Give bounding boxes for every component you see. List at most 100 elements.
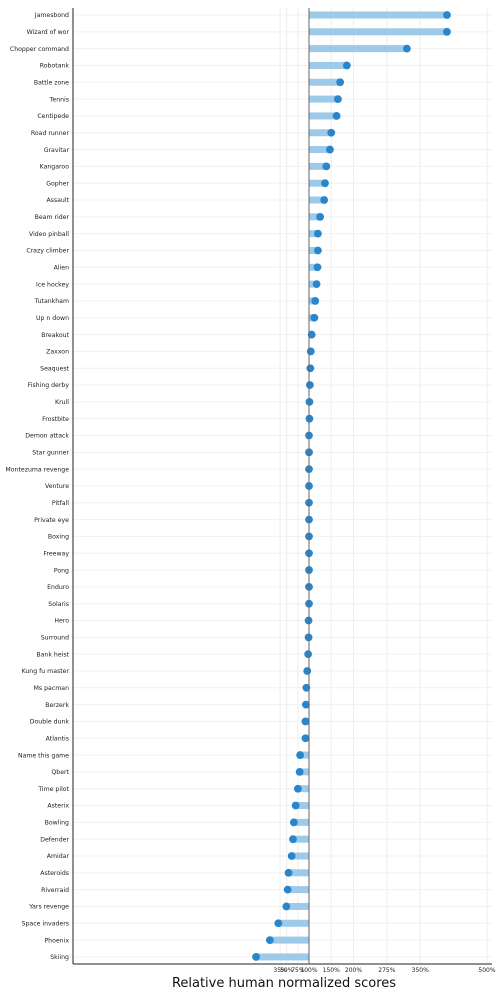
lollipop-bar — [269, 936, 309, 944]
x-axis-label: Relative human normalized scores — [172, 976, 396, 991]
x-tick-label: 35% — [273, 967, 287, 974]
category-label: Berzerk — [45, 702, 69, 709]
lollipop-dot — [322, 162, 331, 171]
lollipop-dot — [316, 212, 325, 221]
lollipop-bar — [309, 196, 325, 204]
x-tick-label: 100% — [300, 967, 317, 974]
category-label: Ms pacman — [34, 685, 69, 692]
lollipop-bar — [295, 802, 309, 810]
lollipop-dot — [443, 11, 451, 19]
category-label: Defender — [40, 836, 69, 843]
lollipop-bar — [309, 95, 338, 103]
category-label: Boxing — [48, 534, 69, 541]
lollipop-bar — [291, 852, 309, 860]
category-label: Atlantis — [46, 735, 69, 742]
category-label: Enduro — [47, 584, 69, 591]
category-label: Road runner — [31, 130, 70, 137]
category-label: Crazy climber — [26, 248, 69, 255]
lollipop-bar — [309, 45, 407, 53]
lollipop-bar — [288, 869, 309, 877]
lollipop-bar — [309, 61, 347, 69]
lollipop-dot — [310, 313, 319, 322]
category-label: Seaquest — [40, 365, 69, 372]
x-tick-label: 200% — [345, 967, 362, 974]
category-label: Time pilot — [37, 786, 69, 793]
category-label: Montezuma revenge — [5, 466, 69, 473]
lollipop-dot — [291, 801, 300, 810]
lollipop-dot — [287, 852, 296, 860]
lollipop-bar — [256, 953, 309, 961]
lollipop-bar — [292, 835, 309, 843]
lollipop-dot — [283, 885, 292, 894]
category-label: Wizard of wor — [27, 29, 70, 36]
lollipop-bar — [299, 768, 309, 776]
category-label: Video pinball — [29, 231, 69, 238]
category-label: Kangaroo — [40, 164, 70, 171]
lollipop-bar — [309, 263, 318, 271]
category-label: Robotank — [40, 63, 70, 70]
lollipop-bar — [287, 886, 309, 894]
category-label: Jamesbond — [34, 12, 69, 19]
lollipop-dot — [265, 936, 274, 944]
lollipop-dot — [326, 145, 334, 154]
grid-lines — [73, 8, 492, 964]
category-label: Fishing derby — [28, 382, 70, 389]
lollipop-bar — [309, 129, 332, 137]
lollipop-dot — [403, 44, 411, 53]
lollipop-bar — [278, 919, 309, 927]
category-label: Gravitar — [44, 147, 70, 154]
lollipop-dot — [252, 953, 260, 961]
lollipop-dot — [301, 700, 310, 709]
lollipop-bar — [286, 902, 309, 910]
category-label: Yars revenge — [28, 904, 69, 911]
lollipop-bar — [293, 818, 309, 826]
lollipop-bar — [309, 112, 337, 120]
category-label: Frostbite — [42, 416, 69, 423]
lollipop-bar — [309, 213, 321, 221]
category-label: Demon attack — [25, 433, 69, 440]
lollipop-dot — [443, 27, 451, 36]
x-tick-label: 75% — [291, 967, 305, 974]
category-label: Beam rider — [35, 214, 70, 221]
x-tick-label: 500% — [478, 967, 495, 974]
lollipop-dot — [313, 263, 322, 272]
x-tick-label: 275% — [378, 967, 395, 974]
category-label: Double dunk — [30, 719, 70, 726]
lollipop-dot — [282, 902, 291, 911]
category-label: Phoenix — [44, 937, 69, 944]
category-label: Star gunner — [32, 450, 69, 457]
lollipop-dot — [311, 297, 320, 305]
lollipop-bar — [309, 146, 330, 154]
lollipop-bar — [309, 246, 318, 254]
category-label: Ice hockey — [36, 281, 69, 288]
category-label: Space invaders — [22, 920, 69, 927]
lollipop-bar — [309, 78, 341, 86]
lollipop-dot — [301, 717, 310, 726]
category-label: Centipede — [37, 113, 69, 120]
category-label: Pong — [54, 567, 69, 574]
category-label: Chopper command — [10, 46, 69, 53]
category-labels: Jamesbond Wizard of wor Chopper command Rob… — [5, 12, 69, 961]
category-label: Kung fu master — [22, 668, 70, 675]
axes — [72, 8, 492, 965]
category-label: Riverraid — [41, 887, 69, 894]
lollipop-dot — [306, 347, 315, 356]
lollipop-dot — [274, 919, 283, 928]
lollipop-dot — [334, 95, 342, 103]
category-label: Skiing — [50, 954, 69, 961]
lollipop-dot — [289, 818, 298, 827]
lollipop-dot — [332, 112, 341, 120]
lollipop-dot — [295, 768, 304, 776]
category-label: Bank heist — [36, 651, 69, 658]
lollipop-bar — [309, 28, 447, 36]
lollipop-dot — [312, 280, 321, 289]
lollipop-dot — [336, 78, 345, 87]
lollipop-dot — [296, 751, 304, 759]
category-label: Hero — [54, 618, 69, 625]
category-label: Freeway — [43, 550, 69, 557]
category-label: Venture — [45, 483, 69, 490]
lollipop-bar — [309, 162, 327, 170]
category-label: Alien — [54, 265, 69, 272]
category-label: Krull — [55, 399, 69, 406]
